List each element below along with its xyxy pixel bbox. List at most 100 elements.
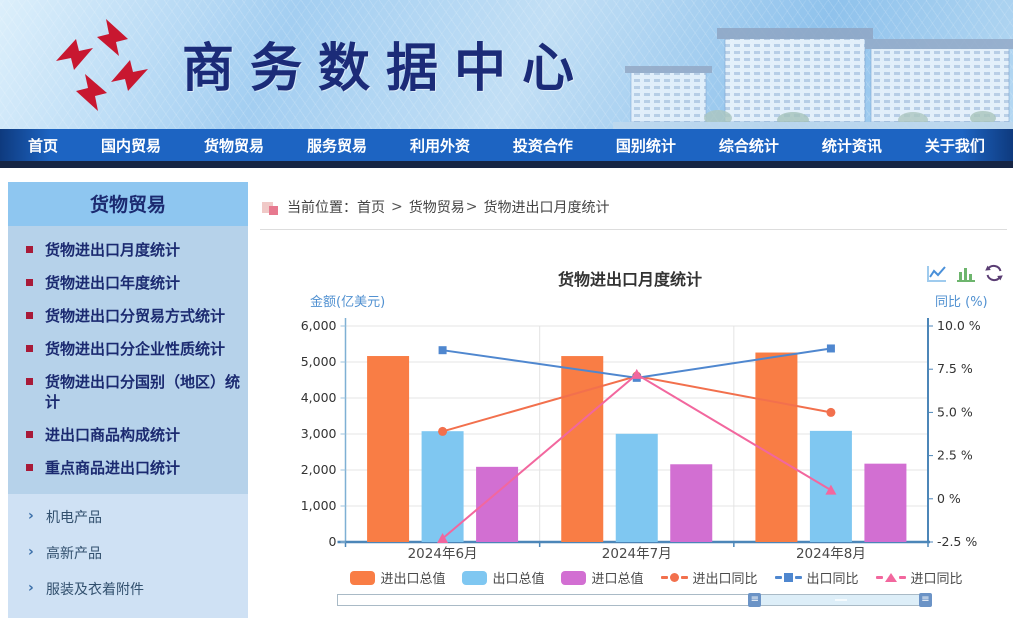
- legend-line-swatch: [774, 573, 802, 582]
- nav-item-home[interactable]: 首页: [28, 136, 59, 155]
- legend-bar-swatch: [350, 570, 376, 585]
- legend-item-进出口总值[interactable]: 进出口总值: [350, 568, 445, 587]
- bar-进出口总值-2024年6月: [367, 356, 410, 542]
- breadcrumb: 当前位置： 首页 > 货物贸易 > 货物进出口月度统计: [262, 197, 609, 217]
- bar-进口总值-2024年8月: [864, 463, 907, 542]
- marker-进出口同比-2024年8月: [826, 407, 836, 417]
- legend-item-进口同比[interactable]: 进口同比: [875, 568, 963, 587]
- chevron-right-icon: ›: [28, 544, 34, 560]
- nav-item-statistics-news[interactable]: 统计资讯: [821, 136, 882, 155]
- nav-item-comprehensive-statistics[interactable]: 综合统计: [718, 136, 779, 155]
- datazoom-left-handle[interactable]: ≡: [748, 593, 762, 607]
- legend-label: 进出口同比: [692, 572, 758, 587]
- right-axis-name: 同比 (%): [935, 295, 988, 310]
- square-bullet-icon: [26, 430, 33, 438]
- bar-进口总值-2024年7月: [670, 464, 713, 542]
- legend-line-swatch: [875, 573, 906, 582]
- square-bullet-icon: [26, 344, 33, 352]
- sidebar-item-commodity-composition[interactable]: 进出口商品构成统计: [26, 425, 240, 445]
- datazoom-right-handle[interactable]: ≡: [919, 593, 932, 607]
- legend-label: 进口同比: [910, 572, 963, 587]
- legend-bar-swatch: [462, 570, 488, 585]
- left-axis-tick-label: 0: [329, 534, 337, 549]
- marker-进口同比-2024年8月: [825, 484, 837, 495]
- nav-item-goods-trade[interactable]: 货物贸易: [203, 136, 264, 155]
- left-axis-tick-label: 6,000: [301, 318, 337, 333]
- main-nav: 首页 国内贸易 货物贸易 服务贸易 利用外资 投资合作 国别统计 综合统计 统计…: [0, 129, 1013, 161]
- legend-label: 进口总值: [591, 572, 644, 587]
- sidebar-subitem-apparel[interactable]: › 服装及衣着附件: [28, 580, 144, 598]
- sidebar-item-by-trade-mode[interactable]: 货物进出口分贸易方式统计: [26, 306, 240, 326]
- bar-进出口总值-2024年7月: [561, 356, 604, 542]
- sidebar: 货物贸易 货物进出口月度统计 货物进出口年度统计 货物进出口分贸易方式统计 货物…: [8, 182, 248, 618]
- square-bullet-icon: [26, 278, 33, 286]
- legend-item-出口同比[interactable]: 出口同比: [774, 568, 859, 587]
- breadcrumb-link-goods-trade[interactable]: 货物贸易: [408, 200, 465, 216]
- left-axis-tick-label: 1,000: [301, 498, 337, 513]
- nav-item-services-trade[interactable]: 服务贸易: [306, 136, 367, 155]
- breadcrumb-link-home[interactable]: 首页: [357, 200, 385, 216]
- legend-label: 出口同比: [806, 572, 859, 587]
- datazoom-slider[interactable]: ≡ ≡: [337, 593, 932, 607]
- breadcrumb-current-page: 货物进出口月度统计: [483, 200, 610, 216]
- breadcrumb-prefix: 当前位置：: [287, 200, 357, 216]
- sidebar-item-key-commodities[interactable]: 重点商品进出口统计: [26, 458, 240, 478]
- sidebar-subitem-mechanical-electrical[interactable]: › 机电产品: [28, 508, 102, 526]
- breadcrumb-divider: [260, 229, 1007, 230]
- left-axis-name: 金额(亿美元): [310, 294, 385, 310]
- nav-item-foreign-investment[interactable]: 利用外资: [409, 136, 470, 155]
- refresh-icon[interactable]: [984, 263, 1004, 283]
- legend-item-进出口同比[interactable]: 进出口同比: [660, 568, 758, 587]
- right-axis-tick-label: 0 %: [937, 491, 961, 506]
- sidebar-title: 货物贸易: [8, 182, 248, 226]
- square-bullet-icon: [26, 377, 33, 385]
- legend-item-出口总值[interactable]: 出口总值: [462, 568, 544, 587]
- nav-item-about-us[interactable]: 关于我们: [924, 136, 985, 155]
- breadcrumb-separator: >: [391, 199, 403, 215]
- bar-进出口总值-2024年8月: [755, 352, 798, 542]
- marker-出口同比-2024年8月: [826, 344, 835, 353]
- nav-item-investment-cooperation[interactable]: 投资合作: [512, 136, 573, 155]
- right-axis-tick-label: 2.5 %: [937, 448, 973, 463]
- x-axis-category-label: 2024年6月: [408, 546, 478, 562]
- right-axis-tick-label: 7.5 %: [937, 361, 973, 376]
- nav-item-country-statistics[interactable]: 国别统计: [615, 136, 676, 155]
- bar-出口总值-2024年7月: [615, 433, 658, 542]
- chevron-right-icon: ›: [28, 508, 34, 524]
- chevron-right-icon: ›: [28, 580, 34, 596]
- chart-title: 货物进出口月度统计: [557, 270, 702, 289]
- legend-label: 进出口总值: [380, 572, 446, 587]
- legend-bar-swatch: [561, 570, 587, 585]
- square-bullet-icon: [26, 311, 33, 319]
- marker-进口同比-2024年7月: [631, 368, 643, 379]
- sidebar-item-by-enterprise-type[interactable]: 货物进出口分企业性质统计: [26, 339, 240, 359]
- x-axis-category-label: 2024年7月: [602, 546, 672, 562]
- bar-chart-icon[interactable]: [956, 264, 976, 283]
- chart-legend: 进出口总值 出口总值 进口总值 进出口同比 出口同比 进口同比: [300, 568, 1013, 587]
- legend-item-进口总值[interactable]: 进口总值: [561, 568, 644, 587]
- bar-出口总值-2024年6月: [421, 431, 464, 542]
- sidebar-menu: 货物进出口月度统计 货物进出口年度统计 货物进出口分贸易方式统计 货物进出口分企…: [8, 225, 248, 494]
- right-axis-tick-label: 10.0 %: [937, 318, 981, 333]
- square-bullet-icon: [26, 463, 33, 471]
- left-axis-tick-label: 4,000: [301, 390, 337, 405]
- breadcrumb-separator: >: [465, 199, 478, 215]
- marker-进口同比-2024年6月: [437, 533, 449, 544]
- right-axis-tick-label: -2.5 %: [937, 534, 977, 549]
- left-axis-tick-label: 3,000: [301, 426, 337, 441]
- sidebar-item-monthly-stats[interactable]: 货物进出口月度统计: [26, 240, 240, 260]
- legend-line-swatch: [660, 573, 688, 582]
- nav-item-domestic-trade[interactable]: 国内贸易: [100, 136, 161, 155]
- square-bullet-icon: [26, 245, 33, 253]
- datazoom-drag-indicator: [835, 599, 848, 601]
- sidebar-item-annual-stats[interactable]: 货物进出口年度统计: [26, 273, 240, 293]
- site-logo-pinwheel-icon: [56, 19, 148, 111]
- site-title: 商务数据中心: [182, 39, 591, 99]
- line-chart-icon[interactable]: [926, 264, 948, 283]
- marker-进出口同比-2024年6月: [438, 426, 448, 436]
- trade-chart: 0 1,000 2,000 3,000 4,000 5,000 6,000 -2.5 % 0 %…: [300, 290, 1013, 570]
- site-header: 商务数据中心: [0, 0, 1013, 129]
- marker-出口同比-2024年6月: [438, 346, 447, 355]
- sidebar-subitem-hightech[interactable]: › 高新产品: [28, 544, 102, 562]
- sidebar-item-by-country-region[interactable]: 货物进出口分国别（地区）统计: [26, 372, 240, 412]
